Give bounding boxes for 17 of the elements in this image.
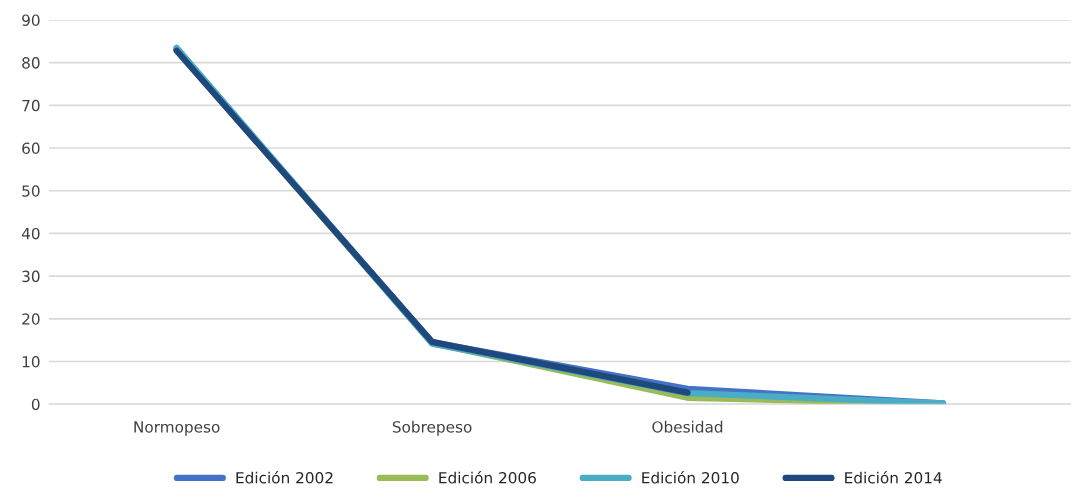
x-tick-label: Normopeso [134,421,220,436]
y-tick-label: 60 [22,142,40,155]
y-tick-label: 70 [22,99,40,112]
legend-label: Edición 2006 [439,471,536,484]
x-tick-label: Obesidad [652,420,723,433]
y-tick-label: 80 [22,57,40,69]
y-tick-label: 10 [22,355,40,368]
y-tick-label: 0 [31,398,40,411]
y-tick-label: 90 [22,14,40,26]
y-tick-label: 50 [22,185,40,197]
y-tick-label: 40 [21,227,40,240]
legend-label: Edición 2010 [642,471,739,484]
legend-label: Edición 2002 [236,471,333,484]
y-tick-label: 30 [22,270,40,283]
y-tick-label: 20 [22,313,40,325]
legend-label: Edición 2014 [845,471,942,484]
x-tick-label: Sobrepeso [392,420,472,436]
